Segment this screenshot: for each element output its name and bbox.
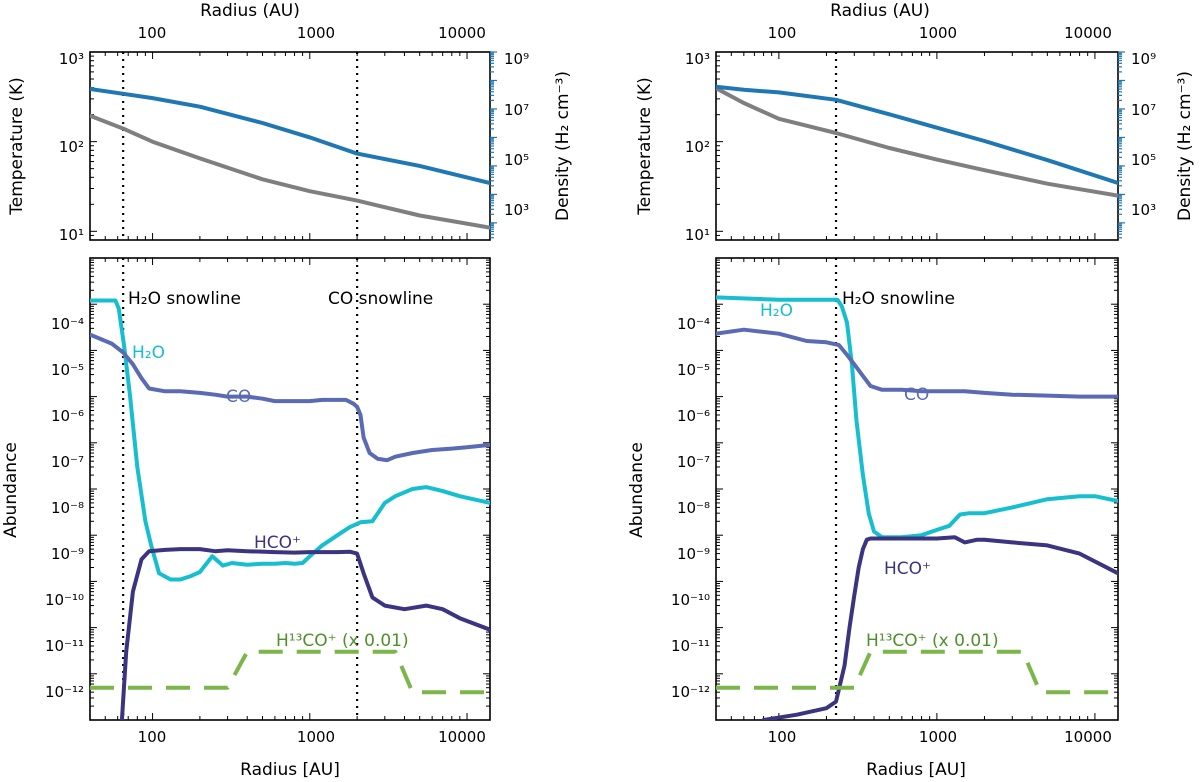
right-top-x-axis-title: Radius (AU) [830, 1, 930, 21]
right-temp-density-plot-frame [715, 51, 1119, 241]
right-dens-tick-1e7: 10⁷ [1131, 101, 1156, 119]
right-top-x-tick-1000: 1000 [919, 24, 957, 42]
right-hco-label: HCO⁺ [884, 559, 931, 579]
left-temp-density-plot-frame [89, 51, 491, 241]
right-bottom-series-group [716, 295, 1118, 720]
left-top-lines [90, 52, 490, 240]
left-bottom-series-hco- [119, 547, 490, 720]
left-temp-tick-1000: 10³ [59, 50, 84, 68]
right-bottom-axis-ticks [715, 257, 1118, 721]
left-bottom-x-axis-title: Radius [AU] [240, 760, 340, 780]
left-abund-tick-1e-5: 10⁻⁵ [51, 361, 84, 379]
left-h2o-label: H₂O [132, 343, 165, 363]
left-dens-axis-title: Density (H₂ cm⁻³) [553, 71, 573, 221]
left-panel: Radius (AU) 100 1000 10000 10¹ 10² 10³ T… [1, 1, 573, 780]
right-abund-tick-1e-4: 10⁻⁴ [677, 315, 710, 333]
right-dens-tick-1e9: 10⁹ [1131, 50, 1156, 68]
left-bottom-x-tick-100: 100 [138, 728, 167, 746]
left-abund-tick-1e-4: 10⁻⁴ [51, 315, 84, 333]
right-dens-tick-1e5: 10⁵ [1131, 151, 1156, 169]
left-abund-tick-1e-6: 10⁻⁶ [51, 407, 84, 425]
right-abund-tick-1e-5: 10⁻⁵ [677, 361, 710, 379]
right-h2o-label: H₂O [760, 301, 793, 321]
left-abund-tick-1e-11: 10⁻¹¹ [45, 637, 84, 655]
left-abund-tick-1e-8: 10⁻⁸ [51, 499, 84, 517]
right-top-series-density [716, 84, 1118, 185]
left-bottom-x-tick-10000: 10000 [438, 728, 486, 746]
right-top-x-tick-10000: 10000 [1064, 24, 1112, 42]
left-bottom-x-tick-1000: 1000 [297, 728, 335, 746]
right-abund-axis-title: Abundance [627, 442, 647, 538]
left-top-series-density [90, 87, 490, 185]
left-top-x-tick-100: 100 [138, 24, 167, 42]
left-h13co-label: H¹³CO⁺ (x 0.01) [276, 631, 409, 651]
left-temp-tick-100: 10² [59, 138, 84, 156]
right-bottom-x-tick-10000: 10000 [1064, 728, 1112, 746]
left-bottom-series-h2o [90, 298, 490, 582]
right-top-series-temperature [716, 86, 1118, 198]
left-dens-tick-1e5: 10⁵ [504, 151, 529, 169]
right-bottom-x-axis-title: Radius [AU] [866, 760, 966, 780]
right-abund-tick-1e-11: 10⁻¹¹ [671, 637, 710, 655]
left-abund-tick-1e-12: 10⁻¹² [45, 683, 84, 701]
left-dens-tick-1e3: 10³ [504, 201, 529, 219]
right-bottom-x-tick-100: 100 [768, 728, 797, 746]
left-abund-tick-1e-9: 10⁻⁹ [51, 545, 84, 563]
right-h2o-snowline-label: H₂O snowline [842, 289, 955, 309]
right-dens-tick-1e3: 10³ [1131, 201, 1156, 219]
right-bottom-series-co [716, 327, 1118, 399]
left-bottom-series-h13co-x-0-01- [90, 649, 490, 695]
left-temp-tick-10: 10¹ [59, 226, 84, 244]
left-co-snowline-label: CO snowline [328, 289, 433, 309]
right-bottom-series-hco- [761, 535, 1118, 720]
left-abund-tick-1e-7: 10⁻⁷ [51, 453, 84, 471]
left-temp-axis-title: Temperature (K) [7, 77, 27, 216]
right-bottom-x-tick-1000: 1000 [919, 728, 957, 746]
right-top-axis-ticks [715, 51, 1125, 241]
right-bottom-series-h13co-x-0-01- [716, 649, 1118, 695]
right-panel: Radius (AU) 100 1000 10000 10¹ 10² 10³ T… [627, 1, 1195, 780]
right-abund-tick-1e-7: 10⁻⁷ [677, 453, 710, 471]
left-top-series-temperature [90, 113, 490, 230]
left-bottom-series-group [90, 298, 490, 720]
left-top-x-tick-10000: 10000 [438, 24, 486, 42]
right-abund-tick-1e-6: 10⁻⁶ [677, 407, 710, 425]
left-dens-tick-1e9: 10⁹ [504, 50, 529, 68]
right-temp-tick-10: 10¹ [685, 226, 710, 244]
right-temp-tick-1000: 10³ [685, 50, 710, 68]
right-h13co-label: H¹³CO⁺ (x 0.01) [866, 631, 999, 651]
right-temp-axis-title: Temperature (K) [635, 77, 655, 216]
left-top-series-group [90, 87, 490, 230]
right-bottom-lines [716, 258, 1118, 720]
left-top-axis-ticks [89, 51, 497, 241]
left-hco-label: HCO⁺ [254, 533, 301, 553]
right-abund-tick-1e-10: 10⁻¹⁰ [671, 591, 710, 609]
right-top-x-tick-100: 100 [768, 24, 797, 42]
right-abund-tick-1e-8: 10⁻⁸ [677, 499, 710, 517]
right-abund-tick-1e-9: 10⁻⁹ [677, 545, 710, 563]
right-top-lines [716, 52, 1118, 240]
left-h2o-snowline-label: H₂O snowline [128, 289, 241, 309]
left-top-x-tick-1000: 1000 [297, 24, 335, 42]
right-abund-tick-1e-12: 10⁻¹² [671, 683, 710, 701]
left-co-label: CO [226, 387, 251, 407]
right-top-series-group [716, 84, 1118, 198]
left-abund-tick-1e-10: 10⁻¹⁰ [45, 591, 84, 609]
right-dens-axis-title: Density (H₂ cm⁻³) [1175, 71, 1195, 221]
left-bottom-series-co [90, 332, 490, 463]
right-temp-tick-100: 10² [685, 138, 710, 156]
right-co-label: CO [904, 385, 929, 405]
left-abund-axis-title: Abundance [1, 442, 21, 538]
left-bottom-lines [90, 258, 490, 720]
left-dens-tick-1e7: 10⁷ [504, 101, 529, 119]
left-top-x-axis-title: Radius (AU) [200, 1, 300, 21]
